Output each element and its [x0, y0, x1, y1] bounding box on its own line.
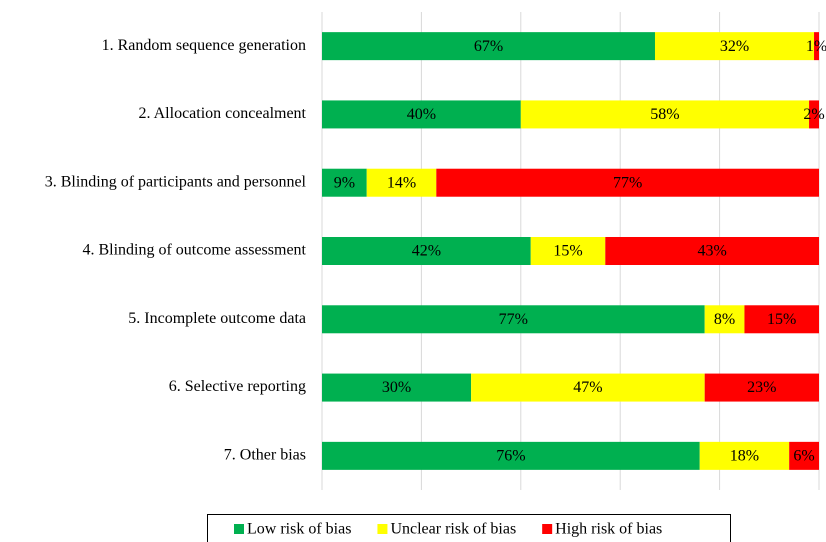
bar-segment: [789, 441, 819, 470]
category-label: 7. Other bias: [224, 447, 306, 464]
legend-label: High risk of bias: [555, 521, 662, 538]
data-label: 14%: [387, 174, 416, 191]
legend-box: [207, 514, 731, 542]
data-label: 2%: [803, 106, 824, 123]
bar-segment: [436, 168, 819, 197]
bar-segment: [814, 32, 819, 61]
bar-segment: [471, 373, 705, 402]
bar-segment: [322, 237, 531, 265]
data-label: 43%: [697, 243, 726, 260]
data-label: 30%: [382, 379, 411, 396]
data-label: 18%: [730, 448, 759, 465]
category-label: 1. Random sequence generation: [102, 37, 306, 54]
bar-segment: [322, 305, 705, 334]
bar-segment: [322, 168, 367, 197]
bar-segment: [366, 168, 437, 197]
bar-segment: [322, 32, 655, 61]
data-label: 77%: [613, 174, 642, 191]
bar-segment: [530, 237, 606, 265]
data-label: 77%: [499, 311, 528, 328]
bar-segment: [520, 100, 810, 129]
category-label: 2. Allocation concealment: [139, 105, 307, 122]
data-label: 15%: [767, 311, 796, 328]
data-label: 76%: [496, 448, 525, 465]
data-label: 9%: [334, 174, 355, 191]
category-label: 4. Blinding of outcome assessment: [82, 242, 306, 259]
bar-segment: [322, 100, 521, 129]
bar-segment: [704, 305, 745, 334]
data-label: 15%: [553, 243, 582, 260]
bar-segment: [809, 100, 819, 129]
bar-segment: [605, 237, 819, 265]
data-label: 58%: [650, 106, 679, 123]
data-label: 23%: [747, 379, 776, 396]
bar-segment: [704, 373, 819, 402]
category-label: 3. Blinding of participants and personne…: [45, 173, 307, 190]
data-label: 8%: [714, 311, 735, 328]
legend-marker: [377, 524, 388, 534]
bar-segment: [654, 32, 815, 61]
category-label: 5. Incomplete outcome data: [128, 310, 306, 327]
legend-marker: [234, 524, 244, 534]
bar-segment: [322, 441, 700, 470]
data-label: 67%: [474, 38, 503, 55]
data-label: 32%: [720, 38, 749, 55]
data-label: 6%: [793, 448, 814, 465]
legend-marker: [542, 524, 553, 534]
data-label: 42%: [412, 243, 441, 260]
legend-label: Low risk of bias: [247, 521, 351, 538]
data-label: 1%: [806, 38, 826, 55]
bar-segment: [322, 373, 472, 402]
data-label: 47%: [573, 379, 602, 396]
bar-segment: [699, 441, 790, 470]
bar-segment: [744, 305, 819, 334]
category-label: 6. Selective reporting: [169, 378, 306, 395]
data-label: 40%: [407, 106, 436, 123]
legend-label: Unclear risk of bias: [390, 521, 516, 538]
